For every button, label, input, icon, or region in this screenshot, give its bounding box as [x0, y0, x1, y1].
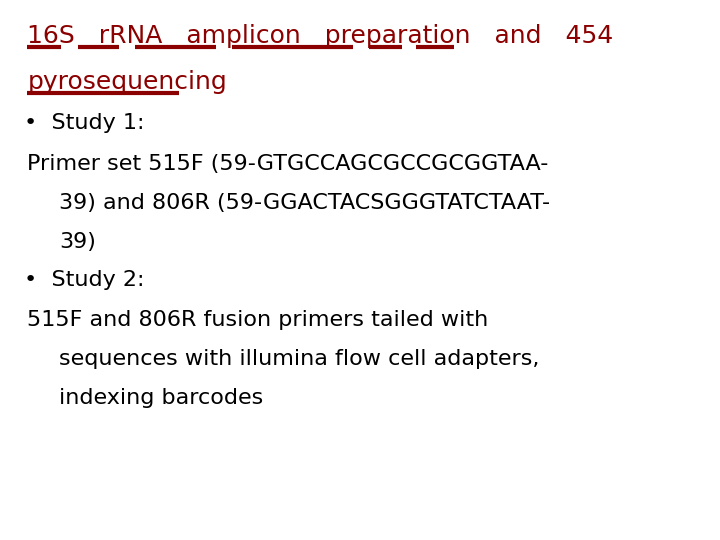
Text: •  Study 1:: • Study 1:: [24, 113, 144, 133]
Text: 39) and 806R (59-GGACTACSGGGTATCTAAT-: 39) and 806R (59-GGACTACSGGGTATCTAAT-: [59, 193, 550, 213]
Text: Primer set 515F (59-GTGCCAGCGCCGCGGTAA-: Primer set 515F (59-GTGCCAGCGCCGCGGTAA-: [27, 154, 549, 174]
Text: 39): 39): [59, 232, 96, 252]
Text: 515F and 806R fusion primers tailed with: 515F and 806R fusion primers tailed with: [27, 310, 489, 330]
Text: 16S   rRNA   amplicon   preparation   and   454: 16S rRNA amplicon preparation and 454: [27, 24, 613, 48]
Text: sequences with illumina flow cell adapters,: sequences with illumina flow cell adapte…: [59, 349, 539, 369]
Text: indexing barcodes: indexing barcodes: [59, 388, 264, 408]
Text: •  Study 2:: • Study 2:: [24, 270, 144, 290]
Text: pyrosequencing: pyrosequencing: [27, 70, 227, 94]
